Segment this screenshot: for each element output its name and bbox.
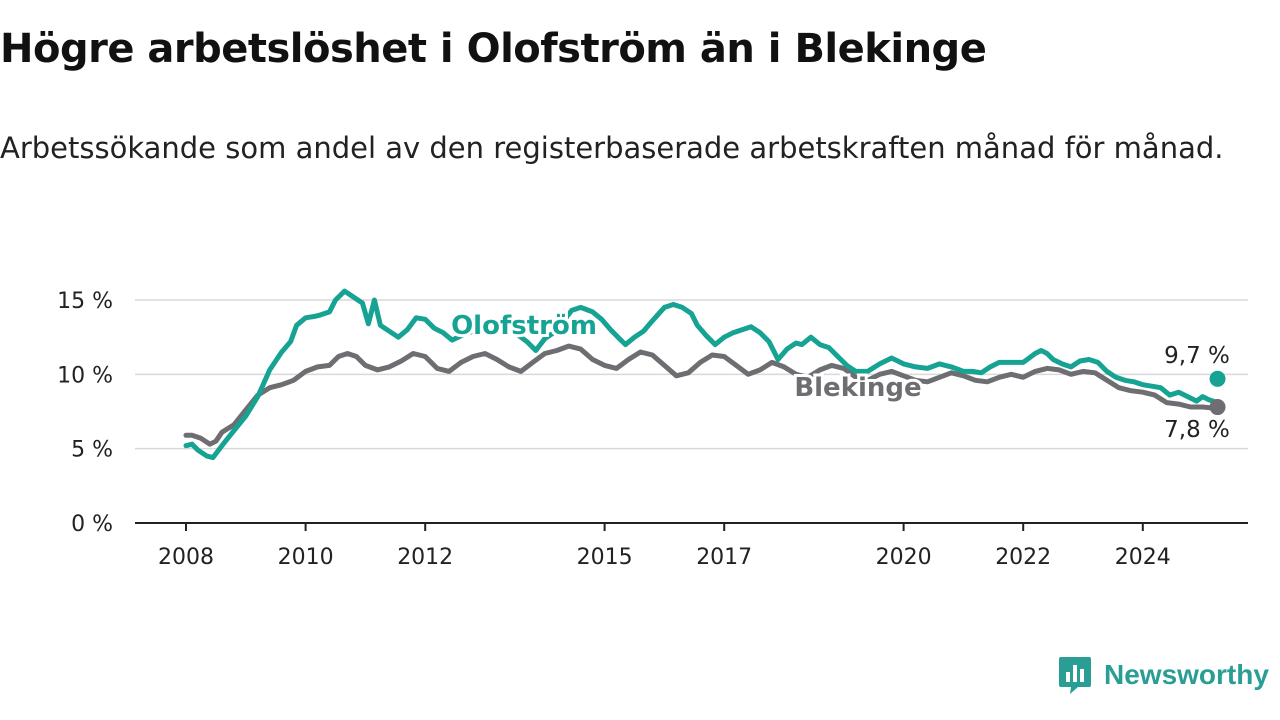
chart-subtitle: Arbetssökande som andel av den registerb… [0, 131, 1224, 165]
y-tick-label: 0 % [71, 512, 113, 537]
axes: 0 % 5 % 10 % 15 % 2008 2010 2012 2015 2017 2020 20… [57, 289, 1248, 570]
end-point-marker [1209, 370, 1226, 387]
series-lines [183, 288, 1220, 461]
series-line-olofstrm [183, 288, 1220, 461]
x-tick-label: 2020 [876, 545, 932, 570]
x-tick-label: 2010 [278, 545, 334, 570]
x-tick-label: 2012 [397, 545, 453, 570]
chart-title: Högre arbetslöshet i Olofström än i Blek… [0, 26, 987, 72]
end-point-marker [1209, 399, 1226, 416]
logo-text: Newsworthy [1104, 659, 1269, 690]
series-name-label: Olofström [451, 311, 597, 341]
y-tick-label: 15 % [57, 289, 113, 314]
line-chart: 0 % 5 % 10 % 15 % 2008 2010 2012 2015 2017 2020 20… [57, 288, 1248, 570]
y-tick-label: 10 % [57, 363, 113, 388]
gridlines [135, 299, 1248, 450]
newsworthy-logo: Newsworthy [1058, 655, 1269, 695]
end-value-label: 9,7 % [1164, 343, 1230, 369]
bar-chart-icon [1059, 657, 1091, 694]
x-tick-label: 2008 [158, 545, 214, 570]
series-line-blekinge [183, 343, 1220, 447]
x-tick-label: 2017 [696, 545, 752, 570]
x-tick-label: 2022 [995, 545, 1051, 570]
x-tick-label: 2024 [1115, 545, 1171, 570]
end-value-label: 7,8 % [1164, 417, 1230, 443]
series-labels: 9,7 % 7,8 % Olofström Blekinge [448, 308, 1232, 446]
series-name-label: Blekinge [794, 373, 921, 403]
y-tick-label: 5 % [71, 438, 113, 463]
x-tick-label: 2015 [577, 545, 633, 570]
